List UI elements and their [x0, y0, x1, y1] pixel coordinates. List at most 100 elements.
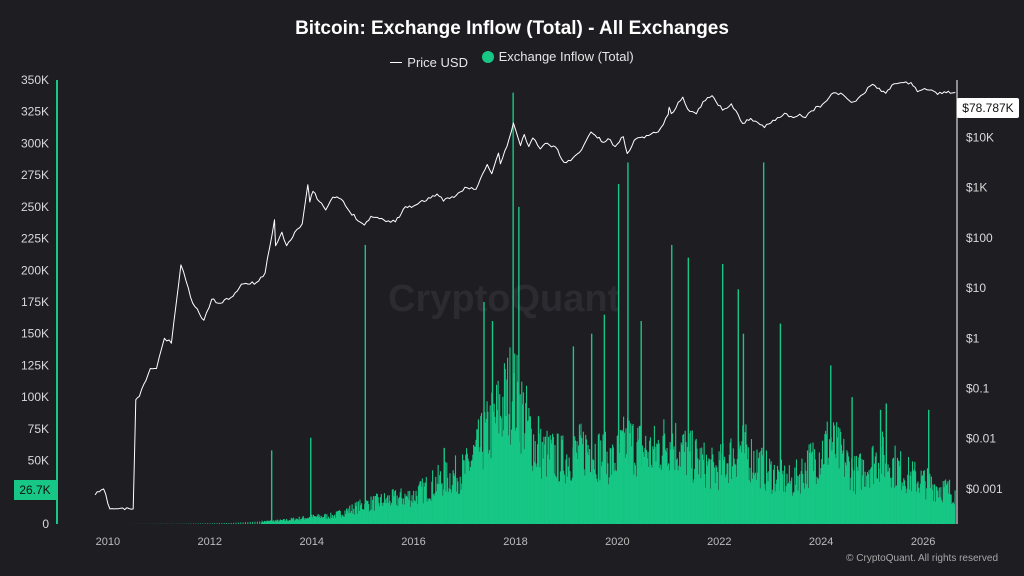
inflow-bar: [536, 466, 538, 524]
inflow-bar: [466, 453, 468, 524]
inflow-bar: [866, 472, 869, 524]
inflow-spike[interactable]: [518, 206, 520, 525]
inflow-bar: [838, 468, 840, 524]
inflow-spike[interactable]: [617, 184, 620, 524]
inflow-bar: [773, 469, 775, 524]
inflow-bar: [954, 490, 956, 524]
inflow-spike[interactable]: [491, 321, 494, 524]
inflow-spike[interactable]: [851, 397, 853, 524]
inflow-bar: [887, 464, 889, 524]
inflow-spike[interactable]: [927, 409, 930, 524]
inflow-spike[interactable]: [762, 162, 765, 524]
inflow-spike[interactable]: [879, 409, 882, 524]
inflow-bar: [766, 472, 768, 524]
inflow-bar: [818, 452, 820, 524]
inflow-bar: [563, 474, 565, 524]
inflow-bar: [445, 491, 447, 524]
inflow-spike[interactable]: [270, 450, 273, 524]
inflow-bar: [915, 471, 917, 524]
inflow-bar: [289, 519, 291, 524]
price-line[interactable]: [94, 81, 956, 511]
inflow-spike[interactable]: [737, 289, 739, 524]
inflow-bar: [271, 521, 273, 524]
inflow-bar: [903, 478, 905, 524]
inflow-spike[interactable]: [603, 314, 606, 524]
inflow-spike[interactable]: [885, 403, 887, 524]
inflow-bar: [741, 441, 743, 524]
inflow-bar: [441, 483, 443, 524]
inflow-bar: [534, 441, 536, 524]
inflow-bar: [393, 496, 395, 524]
inflow-spike[interactable]: [627, 162, 629, 524]
inflow-bar: [348, 513, 350, 524]
inflow-bar: [293, 517, 295, 524]
inflow-bar: [819, 474, 821, 524]
inflow-spike[interactable]: [742, 333, 745, 524]
inflow-bar: [329, 518, 331, 524]
inflow-bar: [543, 436, 545, 524]
inflow-bar: [677, 470, 679, 524]
inflow-spike[interactable]: [640, 321, 642, 524]
inflow-bar: [680, 442, 682, 524]
inflow-bar: [797, 490, 799, 524]
inflow-bar: [841, 453, 843, 524]
legend-item-inflow[interactable]: Exchange Inflow (Total): [481, 49, 634, 64]
inflow-bar: [322, 517, 324, 524]
inflow-bar: [259, 521, 261, 524]
inflow-bar: [249, 521, 251, 524]
inflow-spike[interactable]: [364, 244, 366, 524]
inflow-bar: [260, 522, 262, 524]
inflow-bar: [872, 445, 874, 524]
right-axis-tick: $1: [966, 331, 980, 345]
inflow-spike[interactable]: [590, 333, 593, 524]
inflow-spike[interactable]: [687, 257, 690, 524]
inflow-bar: [655, 461, 657, 524]
inflow-bar: [545, 476, 547, 524]
inflow-bar: [712, 454, 714, 524]
inflow-bar: [377, 497, 379, 524]
inflow-bar: [589, 449, 591, 524]
inflow-spike[interactable]: [483, 302, 485, 524]
right-axis-tick: $100: [966, 231, 993, 245]
inflow-bar: [847, 452, 849, 524]
inflow-bar: [674, 470, 676, 524]
inflow-bar: [900, 489, 902, 524]
inflow-bar: [945, 479, 947, 524]
inflow-spike[interactable]: [512, 92, 514, 524]
inflow-bar: [464, 473, 466, 524]
inflow-bar: [297, 519, 299, 524]
inflow-bar: [795, 484, 797, 524]
inflow-spike[interactable]: [721, 263, 724, 524]
inflow-spike[interactable]: [310, 437, 312, 524]
inflow-bar: [567, 466, 569, 524]
inflow-spike[interactable]: [671, 244, 673, 524]
inflow-bar: [915, 491, 917, 524]
inflow-bar: [386, 497, 388, 524]
inflow-bar: [875, 452, 877, 524]
inflow-spike[interactable]: [537, 416, 540, 524]
inflow-bar: [402, 504, 404, 524]
inflow-bar: [612, 444, 614, 524]
inflow-bar: [475, 439, 477, 524]
inflow-spike[interactable]: [830, 365, 832, 524]
inflow-bar: [404, 493, 406, 524]
legend-item-price[interactable]: Price USD: [390, 55, 468, 70]
inflow-bar: [835, 457, 837, 524]
inflow-bar: [650, 464, 652, 524]
inflow-bar: [468, 461, 470, 524]
inflow-bar: [411, 495, 413, 524]
inflow-bar: [892, 458, 894, 524]
inflow-bar: [436, 483, 438, 524]
inflow-bar: [263, 520, 266, 524]
inflow-bar: [806, 484, 808, 524]
inflow-bar: [901, 482, 903, 524]
inflow-bar: [611, 474, 613, 524]
inflow-spike[interactable]: [443, 447, 445, 524]
inflow-bar: [832, 422, 835, 524]
inflow-bar: [723, 460, 725, 524]
inflow-spike[interactable]: [572, 346, 575, 524]
inflow-spike[interactable]: [779, 323, 782, 524]
inflow-bar: [264, 521, 266, 524]
inflow-bar: [311, 514, 313, 524]
